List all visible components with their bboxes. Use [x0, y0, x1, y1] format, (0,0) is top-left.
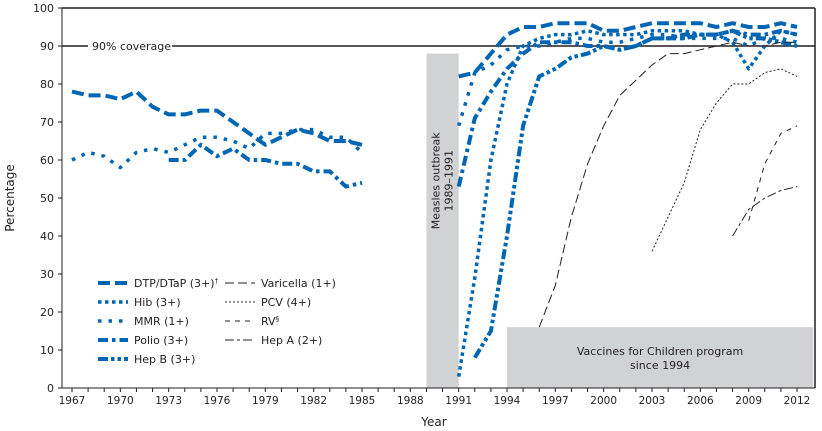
y-tick-label: 10 — [40, 344, 54, 357]
series-line-dtp-dtap-3- — [458, 21, 798, 79]
x-tick-label: 1997 — [542, 395, 569, 407]
x-tick-label: 1985 — [349, 395, 376, 407]
legend-label: RV§ — [261, 315, 280, 328]
legend-label-text: Hib (3+) — [134, 296, 181, 309]
y-tick-label: 0 — [47, 382, 54, 395]
x-tick-label: 1967 — [59, 395, 86, 407]
y-tick-label: 70 — [40, 116, 54, 129]
x-tick-label: 2009 — [735, 395, 762, 407]
legend-label-text: DTP/DTaP (3+) — [134, 277, 215, 290]
x-tick-label: 1991 — [445, 395, 472, 407]
x-tick-label: 2012 — [784, 395, 811, 407]
series-line-hib-3- — [456, 29, 798, 377]
legend-label-text: Varicella (1+) — [261, 277, 336, 290]
shaded-region-sublabel: 1989–1991 — [443, 150, 456, 212]
y-tick-label: 40 — [40, 230, 54, 243]
legend-label: Polio (3+) — [134, 334, 188, 347]
shaded-region-label: Vaccines for Children program — [577, 345, 743, 358]
x-tick-label: 1976 — [204, 395, 231, 407]
x-tick-label: 2000 — [590, 395, 617, 407]
x-tick-label: 1979 — [252, 395, 279, 407]
y-tick-label: 100 — [33, 2, 54, 15]
series-line-hep-a-2- — [732, 186, 798, 237]
shaded-region-label: Measles outbreak — [430, 132, 443, 230]
legend-label: Hep B (3+) — [134, 353, 195, 366]
x-tick-label: 1994 — [494, 395, 521, 407]
y-tick-label: 80 — [40, 78, 54, 91]
series-line-dtp-dtap-3- — [71, 89, 363, 147]
y-tick-label: 20 — [40, 306, 54, 319]
x-axis-label: Year — [420, 415, 446, 429]
x-tick-label: 2003 — [639, 395, 666, 407]
legend-label-text: MMR (1+) — [134, 315, 189, 328]
x-tick-label: 1973 — [155, 395, 182, 407]
legend-label-text: RV — [261, 315, 276, 328]
series-line-polio-3- — [168, 142, 363, 189]
legend-label: Hib (3+) — [134, 296, 181, 309]
x-tick-label: 1988 — [397, 395, 424, 407]
y-axis-label: Percentage — [3, 164, 17, 232]
x-tick-label: 2006 — [687, 395, 714, 407]
series-line-polio-3- — [456, 28, 798, 188]
x-tick-label: 1982 — [300, 395, 327, 407]
shaded-region — [426, 53, 459, 388]
legend-label: Varicella (1+) — [261, 277, 336, 290]
legend-label: PCV (4+) — [261, 296, 311, 309]
legend-label: DTP/DTaP (3+)† — [134, 277, 219, 290]
legend-label: MMR (1+) — [134, 315, 189, 328]
legend-label-footnote: § — [276, 315, 280, 323]
legend-label-text: Polio (3+) — [134, 334, 188, 347]
series-line-hep-b-3- — [473, 28, 798, 359]
legend-label: Hep A (2+) — [261, 334, 322, 347]
series-line-pcv-4- — [651, 68, 798, 252]
y-tick-label: 60 — [40, 154, 54, 167]
legend-label-footnote: † — [215, 277, 219, 285]
series-line-rv — [748, 125, 798, 221]
legend-label-text: PCV (4+) — [261, 296, 311, 309]
y-tick-label: 30 — [40, 268, 54, 281]
series-line-mmr-1- — [71, 127, 364, 170]
y-tick-label: 50 — [40, 192, 54, 205]
shaded-region-sublabel: since 1994 — [630, 359, 690, 372]
reference-line-label: 90% coverage — [92, 40, 171, 53]
legend-label-text: Hep B (3+) — [134, 353, 195, 366]
legend-label-text: Hep A (2+) — [261, 334, 322, 347]
x-tick-label: 1970 — [107, 395, 134, 407]
series-line-varicella-1- — [538, 41, 797, 328]
y-tick-label: 90 — [40, 40, 54, 53]
shaded-region — [507, 327, 814, 388]
